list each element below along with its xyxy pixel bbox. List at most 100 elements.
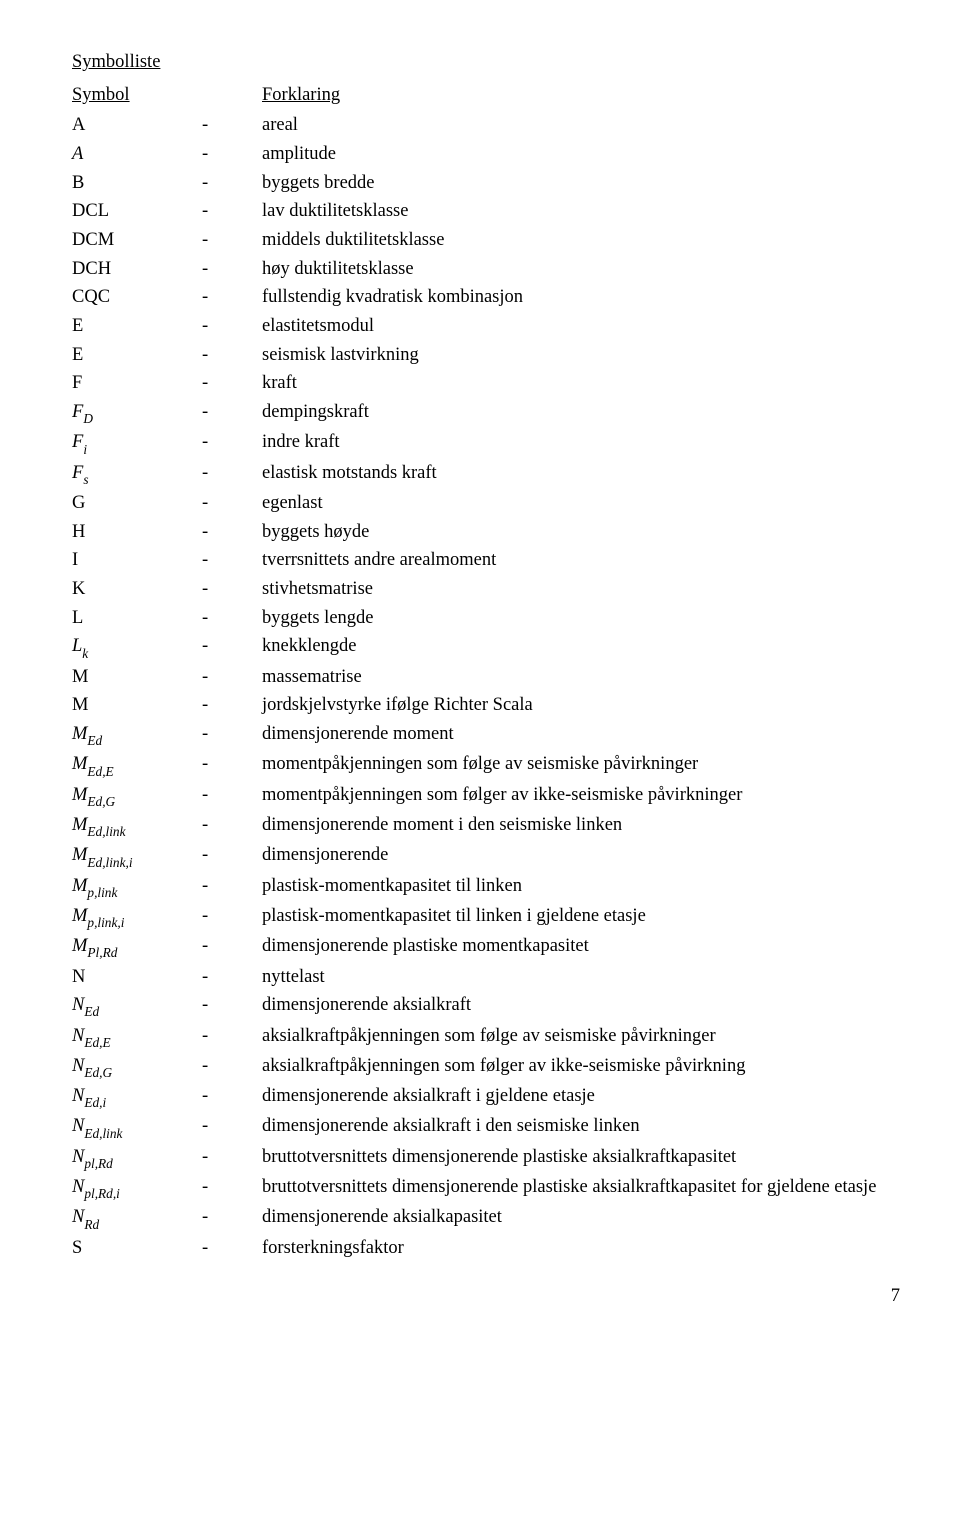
table-row: K-stivhetsmatrise bbox=[72, 575, 900, 604]
table-row: NEd,link-dimensjonerende aksialkraft i d… bbox=[72, 1112, 900, 1142]
table-row: MEd,link,i-dimensjonerende bbox=[72, 841, 900, 871]
dash-cell: - bbox=[202, 140, 262, 169]
table-row: MEd-dimensjonerende moment bbox=[72, 720, 900, 750]
symbol-cell: F bbox=[72, 369, 202, 398]
dash-cell: - bbox=[202, 963, 262, 992]
symbol-cell: B bbox=[72, 169, 202, 198]
dash-cell: - bbox=[202, 428, 262, 457]
symbol-cell: A bbox=[72, 111, 202, 140]
table-row: DCM-middels duktilitetsklasse bbox=[72, 226, 900, 255]
symbol-cell: Npl,Rd,i bbox=[72, 1173, 202, 1203]
dash-cell: - bbox=[202, 197, 262, 226]
table-row: I-tverrsnittets andre arealmoment bbox=[72, 546, 900, 575]
dash-cell: - bbox=[202, 750, 262, 779]
symbol-cell: S bbox=[72, 1234, 202, 1263]
symbol-cell: NEd,G bbox=[72, 1052, 202, 1082]
explanation-cell: dimensjonerende aksialkraft i gjeldene e… bbox=[262, 1082, 900, 1111]
dash-cell: - bbox=[202, 663, 262, 692]
table-row: G-egenlast bbox=[72, 489, 900, 518]
symbol-cell: NEd bbox=[72, 991, 202, 1021]
dash-cell: - bbox=[202, 575, 262, 604]
symbol-cell: H bbox=[72, 518, 202, 547]
dash-cell: - bbox=[202, 872, 262, 901]
explanation-cell: høy duktilitetsklasse bbox=[262, 255, 900, 284]
page-number: 7 bbox=[72, 1282, 900, 1311]
explanation-cell: middels duktilitetsklasse bbox=[262, 226, 900, 255]
table-row: NRd-dimensjonerende aksialkapasitet bbox=[72, 1203, 900, 1233]
table-row: B-byggets bredde bbox=[72, 169, 900, 198]
table-row: NEd,i-dimensjonerende aksialkraft i gjel… bbox=[72, 1082, 900, 1112]
explanation-cell: jordskjelvstyrke ifølge Richter Scala bbox=[262, 691, 900, 720]
dash-cell: - bbox=[202, 932, 262, 961]
explanation-cell: bruttotversnittets dimensjonerende plast… bbox=[262, 1173, 900, 1202]
table-row: L-byggets lengde bbox=[72, 604, 900, 633]
dash-cell: - bbox=[202, 226, 262, 255]
dash-cell: - bbox=[202, 398, 262, 427]
explanation-cell: lav duktilitetsklasse bbox=[262, 197, 900, 226]
explanation-cell: knekklengde bbox=[262, 632, 900, 661]
dash-cell: - bbox=[202, 169, 262, 198]
symbol-cell: DCM bbox=[72, 226, 202, 255]
table-row: MEd,G-momentpåkjenningen som følger av i… bbox=[72, 781, 900, 811]
symbol-cell: FD bbox=[72, 398, 202, 428]
explanation-cell: byggets høyde bbox=[262, 518, 900, 547]
explanation-cell: seismisk lastvirkning bbox=[262, 341, 900, 370]
table-row: MPl,Rd-dimensjonerende plastiske momentk… bbox=[72, 932, 900, 962]
explanation-cell: plastisk-momentkapasitet til linken i gj… bbox=[262, 902, 900, 931]
table-row: Mp,link,i-plastisk-momentkapasitet til l… bbox=[72, 902, 900, 932]
dash-cell: - bbox=[202, 1082, 262, 1111]
table-row: Npl,Rd-bruttotversnittets dimensjonerend… bbox=[72, 1143, 900, 1173]
explanation-cell: fullstendig kvadratisk kombinasjon bbox=[262, 283, 900, 312]
table-row: F-kraft bbox=[72, 369, 900, 398]
explanation-cell: momentpåkjenningen som følger av ikke-se… bbox=[262, 781, 900, 810]
symbol-cell: Mp,link,i bbox=[72, 902, 202, 932]
dash-cell: - bbox=[202, 111, 262, 140]
dash-cell: - bbox=[202, 902, 262, 931]
dash-cell: - bbox=[202, 632, 262, 661]
explanation-cell: nyttelast bbox=[262, 963, 900, 992]
symbol-cell: E bbox=[72, 312, 202, 341]
explanation-cell: kraft bbox=[262, 369, 900, 398]
symbol-cell: K bbox=[72, 575, 202, 604]
table-row: Fi-indre kraft bbox=[72, 428, 900, 458]
dash-cell: - bbox=[202, 489, 262, 518]
symbol-cell: G bbox=[72, 489, 202, 518]
table-row: NEd-dimensjonerende aksialkraft bbox=[72, 991, 900, 1021]
explanation-cell: dempingskraft bbox=[262, 398, 900, 427]
explanation-cell: plastisk-momentkapasitet til linken bbox=[262, 872, 900, 901]
symbol-cell: MPl,Rd bbox=[72, 932, 202, 962]
explanation-cell: indre kraft bbox=[262, 428, 900, 457]
explanation-cell: elastitetsmodul bbox=[262, 312, 900, 341]
table-row: DCH-høy duktilitetsklasse bbox=[72, 255, 900, 284]
table-row: N-nyttelast bbox=[72, 963, 900, 992]
dash-cell: - bbox=[202, 1022, 262, 1051]
explanation-cell: aksialkraftpåkjenningen som følger av ik… bbox=[262, 1052, 900, 1081]
table-row: S-forsterkningsfaktor bbox=[72, 1234, 900, 1263]
explanation-cell: dimensjonerende aksialkapasitet bbox=[262, 1203, 900, 1232]
dash-cell: - bbox=[202, 341, 262, 370]
dash-cell: - bbox=[202, 459, 262, 488]
header-symbol: Symbol bbox=[72, 81, 202, 110]
table-row: MEd,link-dimensjonerende moment i den se… bbox=[72, 811, 900, 841]
header-explain: Forklaring bbox=[262, 81, 340, 110]
dash-cell: - bbox=[202, 312, 262, 341]
symbol-cell: Fs bbox=[72, 459, 202, 489]
explanation-cell: dimensjonerende plastiske momentkapasite… bbox=[262, 932, 900, 961]
dash-cell: - bbox=[202, 604, 262, 633]
explanation-cell: momentpåkjenningen som følge av seismisk… bbox=[262, 750, 900, 779]
explanation-cell: dimensjonerende aksialkraft i den seismi… bbox=[262, 1112, 900, 1141]
explanation-cell: dimensjonerende bbox=[262, 841, 900, 870]
table-row: Mp,link-plastisk-momentkapasitet til lin… bbox=[72, 872, 900, 902]
symbol-cell: Lk bbox=[72, 632, 202, 662]
explanation-cell: dimensjonerende moment bbox=[262, 720, 900, 749]
explanation-cell: stivhetsmatrise bbox=[262, 575, 900, 604]
dash-cell: - bbox=[202, 546, 262, 575]
dash-cell: - bbox=[202, 255, 262, 284]
table-row: E-seismisk lastvirkning bbox=[72, 341, 900, 370]
symbol-cell: MEd,link bbox=[72, 811, 202, 841]
table-row: NEd,G-aksialkraftpåkjenningen som følger… bbox=[72, 1052, 900, 1082]
dash-cell: - bbox=[202, 691, 262, 720]
table-row: NEd,E-aksialkraftpåkjenningen som følge … bbox=[72, 1022, 900, 1052]
symbol-cell: Mp,link bbox=[72, 872, 202, 902]
symbol-cell: NRd bbox=[72, 1203, 202, 1233]
